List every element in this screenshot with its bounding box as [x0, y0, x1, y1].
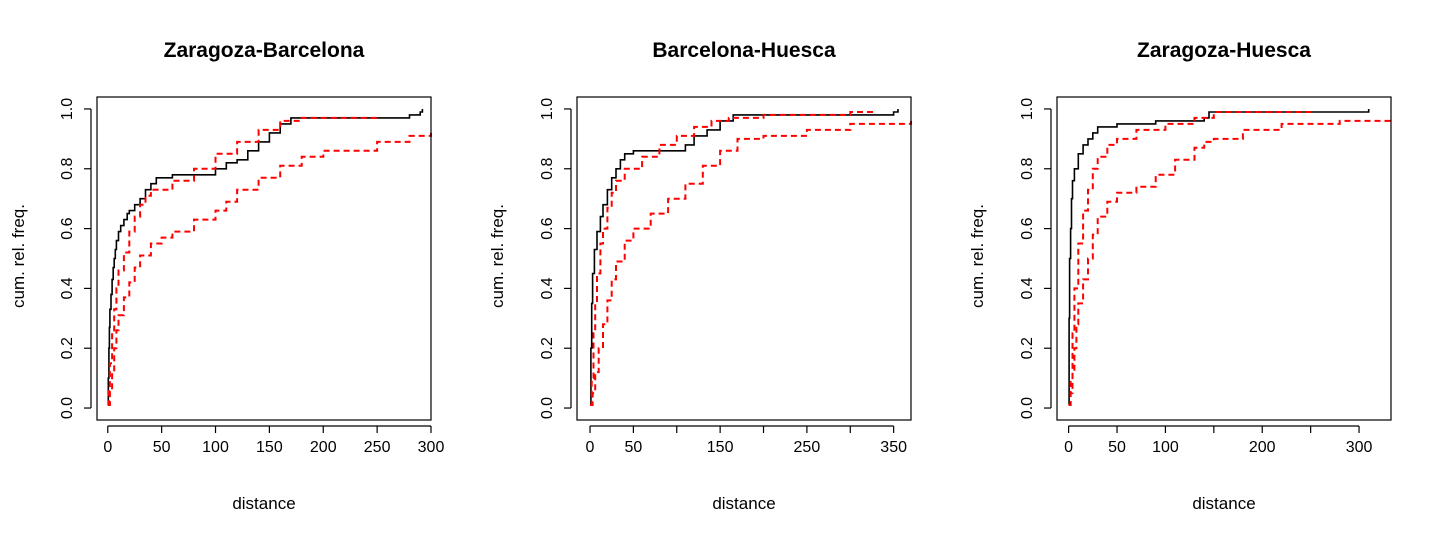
y-axis-label: cum. rel. freq. — [968, 204, 987, 308]
envelope-line — [107, 114, 379, 406]
y-tick-label: 0.2 — [539, 337, 556, 359]
x-tick-label: 150 — [256, 439, 283, 456]
y-tick-label: 0.4 — [59, 277, 76, 299]
chart-title: Zaragoza-Huesca — [1137, 39, 1311, 62]
x-tick-label: 100 — [1152, 439, 1179, 456]
y-tick-label: 0.6 — [539, 217, 556, 239]
envelope-line — [590, 120, 912, 406]
x-tick-label: 250 — [794, 439, 821, 456]
y-axis-label: cum. rel. freq. — [9, 204, 28, 308]
y-tick-label: 0.0 — [1019, 397, 1036, 419]
y-tick-label: 1.0 — [539, 98, 556, 120]
plot-area: 0 50 100 150 200 250 300 0.0 0.2 0.4 0.6 0.8 1.0 — [59, 96, 445, 456]
y-axis-label: cum. rel. freq. — [488, 204, 507, 308]
plot-frame — [1056, 96, 1392, 421]
x-axis-label: distance — [712, 494, 775, 513]
plot-frame — [576, 96, 912, 421]
y-tick-label: 0.6 — [59, 217, 76, 239]
observed-line — [107, 109, 424, 406]
plot-frame — [96, 96, 432, 421]
chart-title: Zaragoza-Barcelona — [164, 39, 365, 62]
x-tick-label: 300 — [1346, 439, 1373, 456]
x-tick-label: 50 — [1108, 439, 1126, 456]
x-tick-label: 200 — [310, 439, 337, 456]
x-axis-label: distance — [1192, 494, 1255, 513]
y-tick-label: 0.8 — [539, 158, 556, 180]
y-tick-label: 0.2 — [59, 337, 76, 359]
envelope-line — [1068, 117, 1392, 406]
plot-area: 0 50 100 200 300 0.0 0.2 0.4 0.6 0.8 1.0 — [1019, 96, 1392, 456]
envelope-line — [1068, 109, 1312, 406]
y-tick-label: 1.0 — [1019, 98, 1036, 120]
x-tick-label: 50 — [153, 439, 171, 456]
x-tick-label: 300 — [418, 439, 445, 456]
envelope-line — [590, 111, 877, 406]
x-tick-label: 0 — [103, 439, 112, 456]
y-tick-label: 0.0 — [59, 397, 76, 419]
x-tick-label: 50 — [624, 439, 642, 456]
x-tick-label: 350 — [880, 439, 907, 456]
x-tick-label: 0 — [586, 439, 595, 456]
chart-title: Barcelona-Huesca — [652, 39, 836, 62]
chart-panel-barcelona-huesca: Barcelona-Huesca distance cum. rel. freq… — [488, 39, 912, 513]
x-tick-label: 200 — [1249, 439, 1276, 456]
y-tick-label: 0.4 — [539, 277, 556, 299]
plot-area: 0 50 150 250 350 0.0 0.2 0.4 0.6 0.8 1.0 — [539, 96, 912, 456]
y-tick-label: 1.0 — [59, 98, 76, 120]
observed-line — [590, 109, 899, 406]
x-tick-label: 150 — [707, 439, 734, 456]
x-tick-label: 0 — [1064, 439, 1073, 456]
observed-line — [1068, 109, 1370, 406]
y-tick-label: 0.4 — [1019, 277, 1036, 299]
x-tick-label: 250 — [364, 439, 391, 456]
x-tick-label: 100 — [202, 439, 229, 456]
y-tick-label: 0.0 — [539, 397, 556, 419]
x-axis-label: distance — [232, 494, 295, 513]
y-tick-label: 0.2 — [1019, 337, 1036, 359]
y-tick-label: 0.8 — [59, 158, 76, 180]
envelope-line — [107, 132, 432, 406]
y-tick-label: 0.6 — [1019, 217, 1036, 239]
chart-panel-zaragoza-huesca: Zaragoza-Huesca distance cum. rel. freq.… — [968, 39, 1392, 513]
y-tick-label: 0.8 — [1019, 158, 1036, 180]
chart-panel-zaragoza-barcelona: Zaragoza-Barcelona distance cum. rel. fr… — [9, 39, 444, 513]
